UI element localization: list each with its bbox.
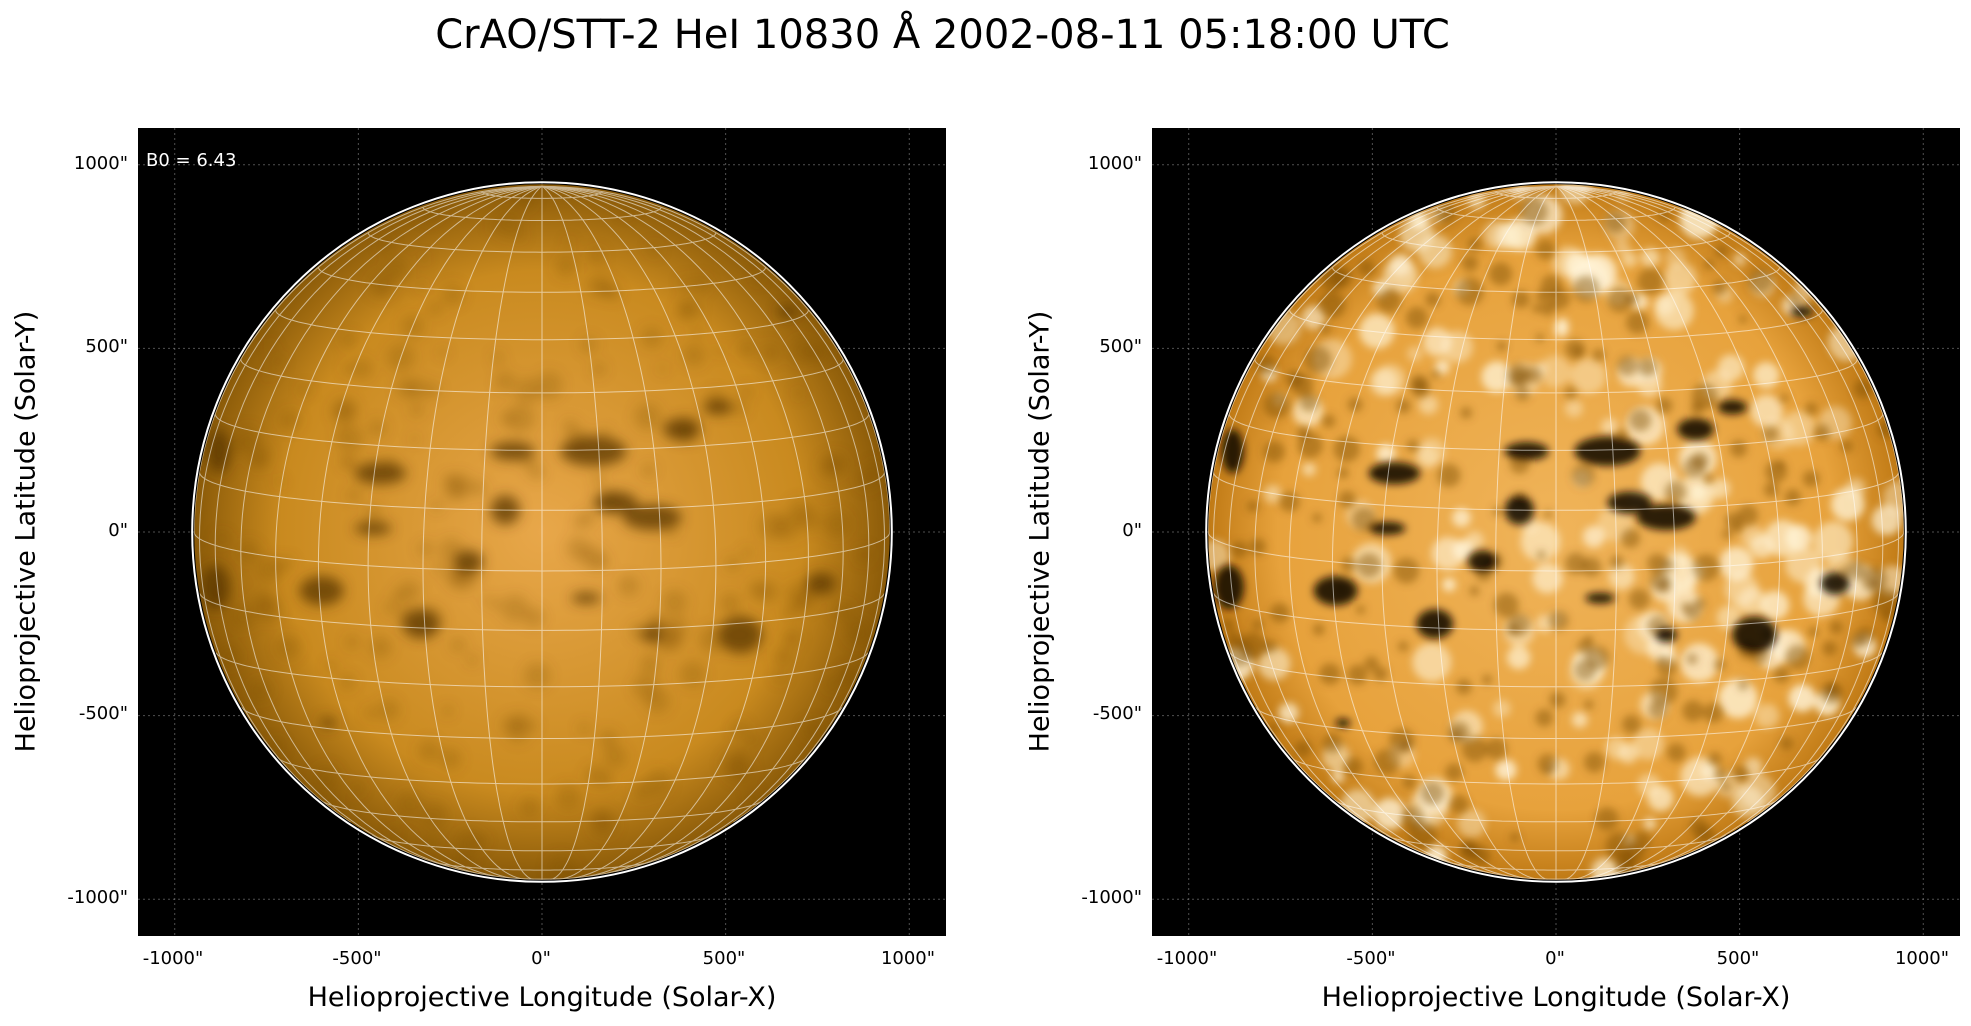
heliographic-grid <box>1208 185 1904 880</box>
left-xtick: 0" <box>531 948 551 969</box>
left-xtick: 1000" <box>880 948 936 969</box>
left-ytick: 1000" <box>73 153 128 174</box>
figure-title: CrAO/STT-2 HeI 10830 Å 2002-08-11 05:18:… <box>435 12 1450 58</box>
right-ytick: -1000" <box>1081 887 1142 908</box>
right-solar-image <box>1152 128 1960 936</box>
left-ytick: -500" <box>78 703 128 724</box>
right-xtick: -1000" <box>1156 948 1218 969</box>
left-ytick: -1000" <box>67 887 128 908</box>
heliographic-grid <box>194 185 890 880</box>
left-ytick: 500" <box>85 336 128 357</box>
left-solar-image <box>138 128 946 936</box>
right-ytick: -500" <box>1092 703 1142 724</box>
limb-circle <box>191 181 893 883</box>
right-ytick: 1000" <box>1087 153 1142 174</box>
right-xtick: 0" <box>1545 948 1565 969</box>
left-xtick: -1000" <box>142 948 204 969</box>
right-y-axis-label: Helioprojective Latitude (Solar-Y) <box>1024 310 1056 753</box>
right-xtick: -500" <box>1346 948 1396 969</box>
limb-circle <box>1205 181 1907 883</box>
right-xtick: 500" <box>1716 948 1760 969</box>
left-disk-svg <box>138 128 946 936</box>
right-x-axis-label: Helioprojective Longitude (Solar-X) <box>1321 982 1791 1013</box>
right-ytick: 0" <box>1122 520 1142 541</box>
left-xtick: 500" <box>702 948 746 969</box>
disk-texture <box>200 185 882 880</box>
right-ytick: 500" <box>1099 336 1142 357</box>
left-x-axis-label: Helioprojective Longitude (Solar-X) <box>307 982 777 1013</box>
right-disk-svg <box>1152 128 1960 936</box>
left-xtick: -500" <box>332 948 382 969</box>
b0-annotation: B0 = 6.43 <box>146 150 237 171</box>
left-ytick: 0" <box>108 520 128 541</box>
right-xtick: 1000" <box>1894 948 1950 969</box>
